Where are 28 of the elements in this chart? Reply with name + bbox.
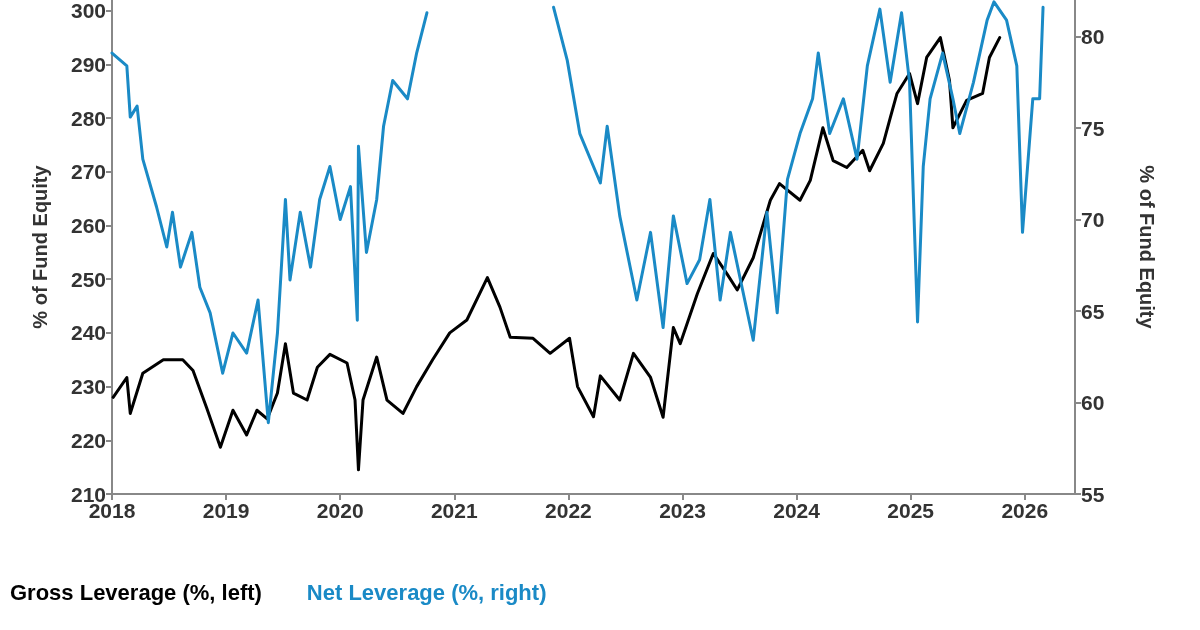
x-tick-label: 2019 xyxy=(202,499,250,522)
y2-tick-label: 55 xyxy=(1081,482,1105,506)
y2-tick-label: 80 xyxy=(1081,25,1105,49)
x-tick-label: 2020 xyxy=(316,499,364,522)
y-tick-label: 220 xyxy=(70,428,106,452)
x-tick-label: 2025 xyxy=(887,499,935,522)
y-axis-title: % of Fund Equity xyxy=(29,164,51,329)
y-tick-label: 280 xyxy=(70,106,106,130)
y-tick-label: 270 xyxy=(70,160,106,184)
x-tick-label: 2022 xyxy=(545,499,592,522)
y-tick-label: 230 xyxy=(70,375,106,399)
y2-tick-label: 70 xyxy=(1081,208,1105,232)
y-tick-label: 290 xyxy=(70,52,106,76)
y2-axis-title: % of Fund Equity xyxy=(1136,165,1158,330)
y2-tick-label: 60 xyxy=(1081,391,1105,415)
x-tick-label: 2024 xyxy=(773,499,821,522)
text: Net Leverage (%, right) xyxy=(306,579,547,605)
y2-tick-label: 65 xyxy=(1081,299,1105,323)
x-tick-label: 2021 xyxy=(430,499,478,522)
line-series xyxy=(111,36,1002,472)
x-tick-label: 2023 xyxy=(659,499,706,522)
text: Gross Leverage (%, left) xyxy=(10,579,262,605)
y-tick-label: 260 xyxy=(70,214,106,238)
x-tick-label: 2026 xyxy=(1001,499,1049,522)
y-tick-label: 240 xyxy=(70,321,106,345)
y-tick-label: 300 xyxy=(70,0,106,23)
y2-tick-label: 75 xyxy=(1081,116,1105,140)
y-tick-label: 250 xyxy=(70,267,106,291)
